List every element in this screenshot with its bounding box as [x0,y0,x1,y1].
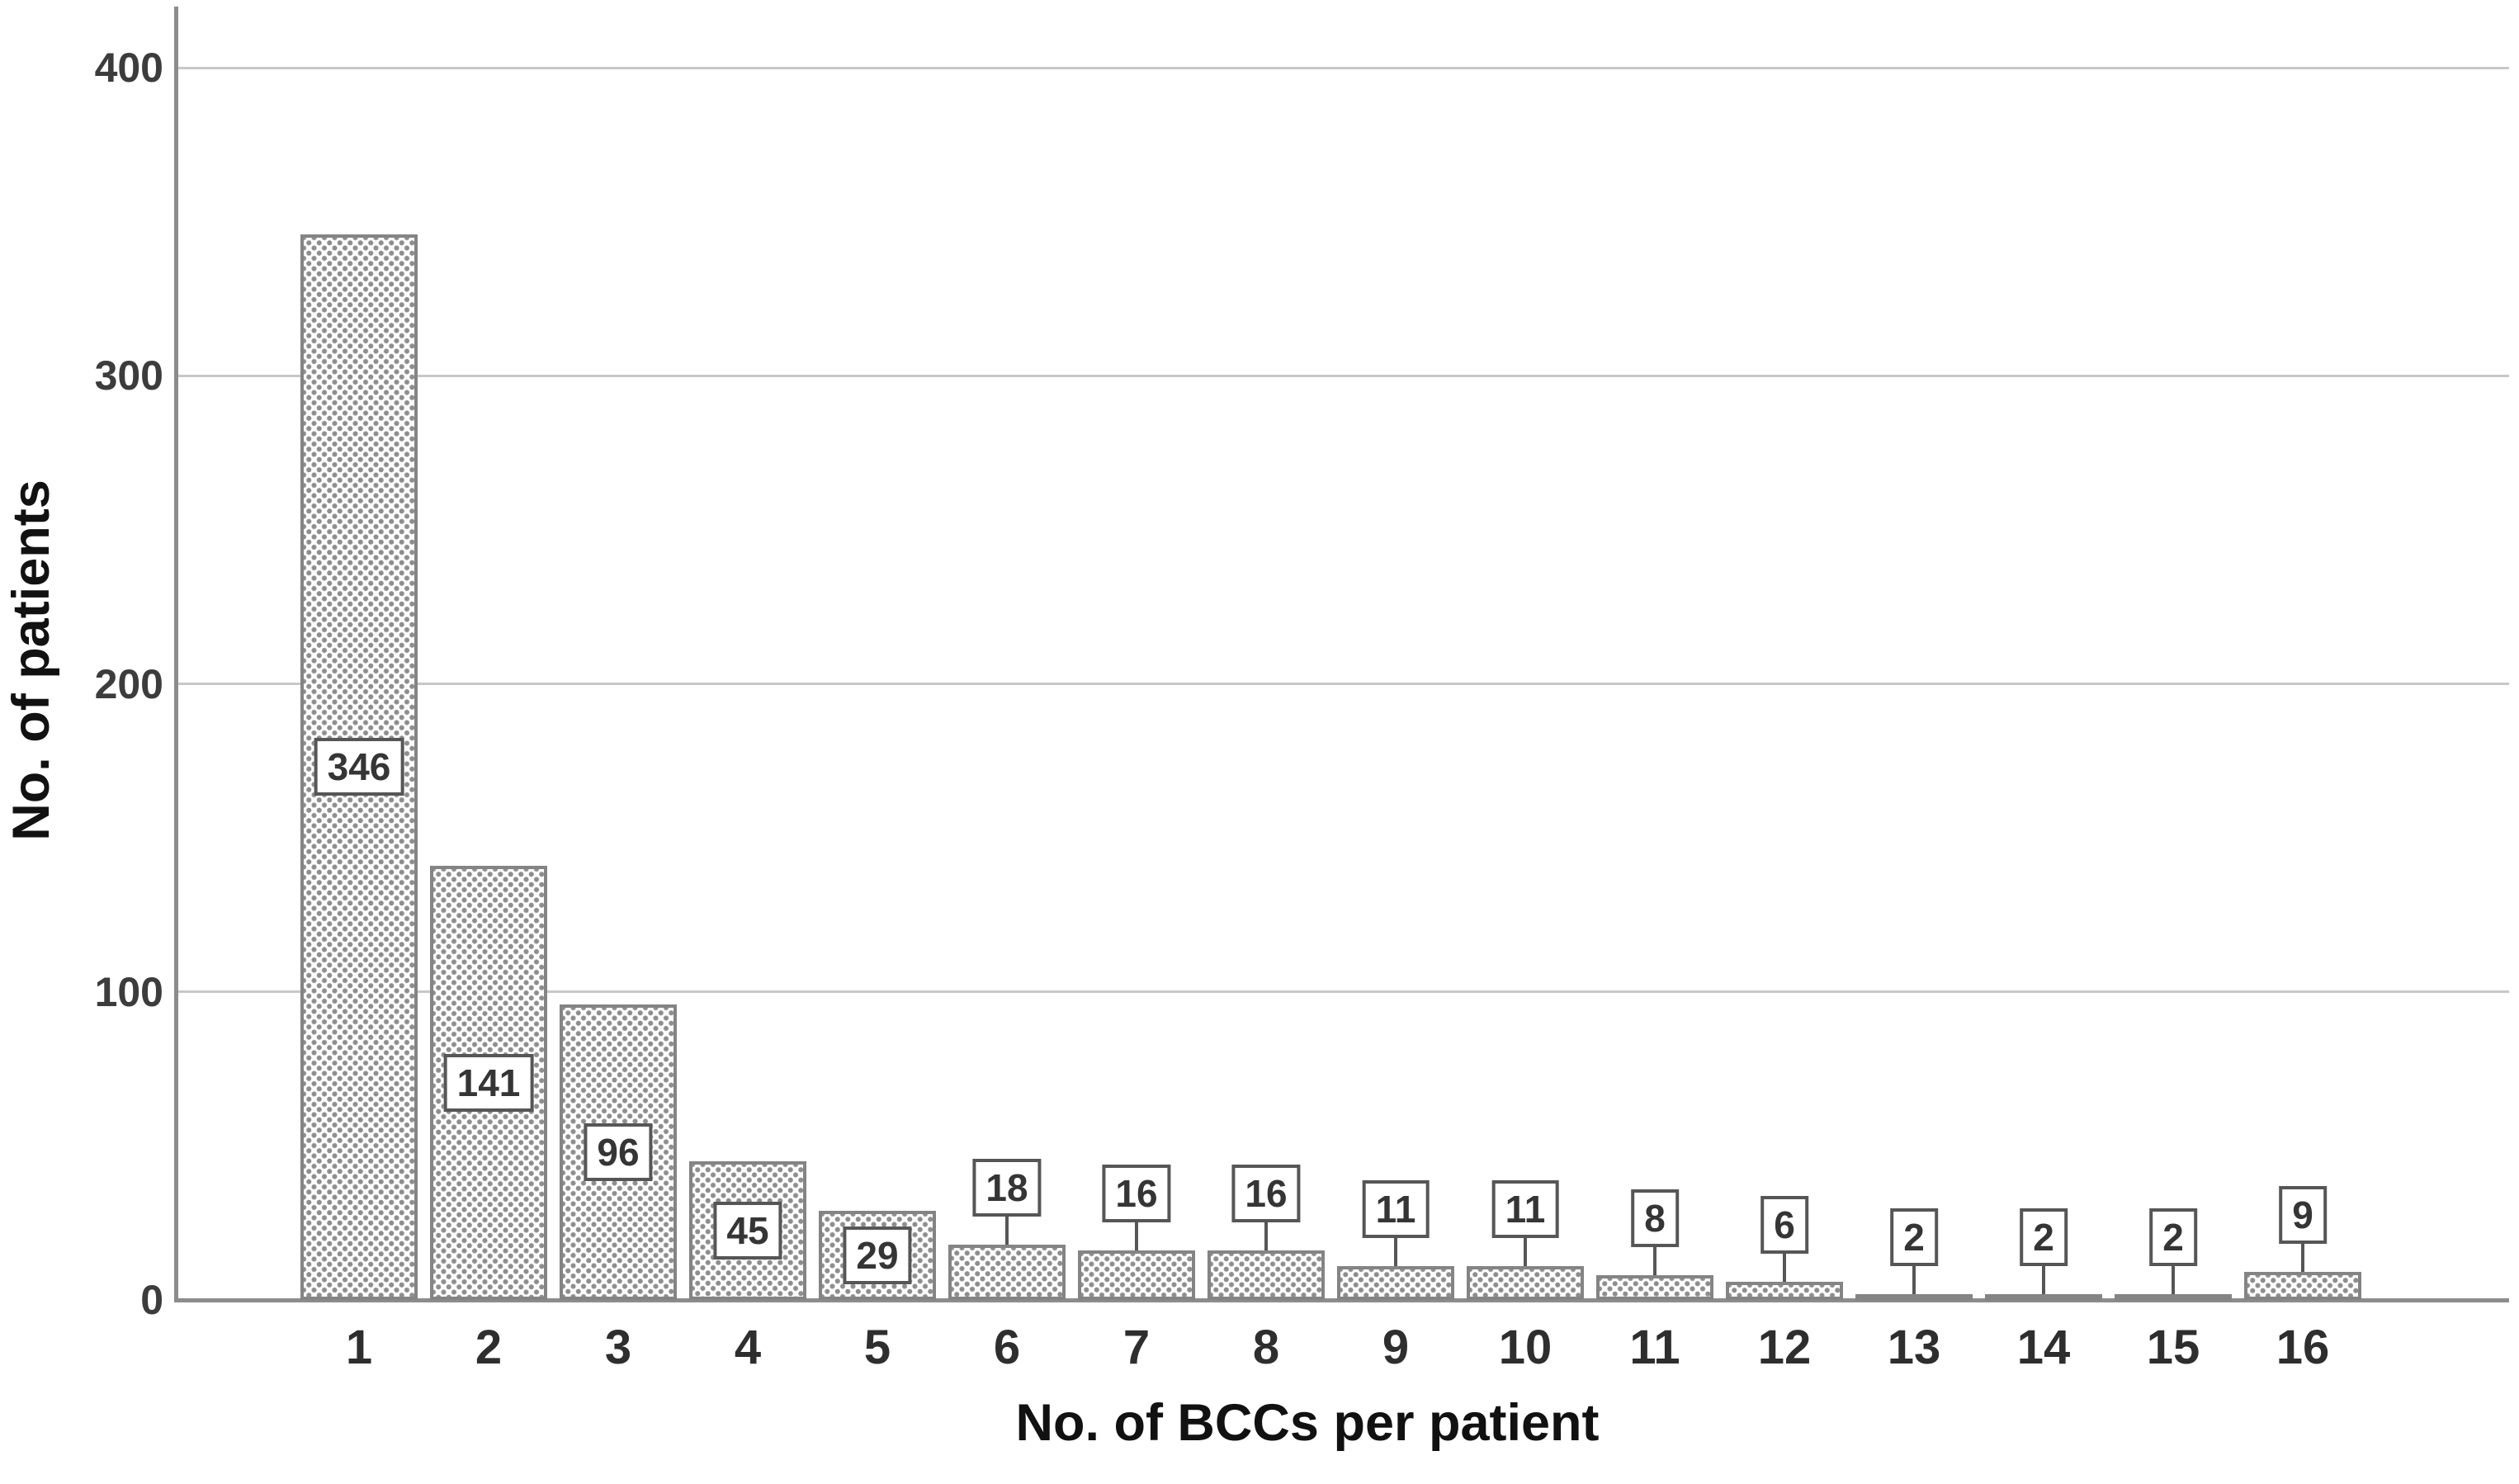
y-axis-line [174,7,178,1302]
bar-value-label: 141 [443,1053,534,1112]
callout-connector-line [1135,1222,1138,1251]
x-tick-label: 5 [863,1321,891,1374]
bar-value-label: 11 [1362,1179,1430,1238]
y-tick-label: 400 [94,45,163,91]
y-gridline [176,374,2509,377]
callout-connector-line [1912,1265,1916,1294]
x-tick-label: 13 [1887,1321,1941,1374]
x-tick-label: 2 [475,1321,503,1374]
bar [1208,1250,1325,1300]
bar-value-label: 16 [1102,1165,1171,1223]
bar-value-label: 8 [1631,1189,1679,1248]
bar [1985,1293,2102,1301]
bar-value-label: 2 [2020,1208,2068,1266]
x-tick-label: 8 [1252,1321,1280,1374]
x-tick-label: 16 [2276,1321,2330,1374]
bar [948,1244,1066,1300]
callout-connector-line [1394,1237,1397,1266]
x-tick-label: 11 [1629,1321,1680,1374]
y-tick-label: 200 [94,660,163,707]
x-tick-label: 10 [1498,1321,1553,1374]
callout-connector-line [1653,1247,1656,1276]
x-tick-label: 3 [604,1321,632,1374]
bar-value-label: 29 [843,1226,912,1284]
bar-value-label: 2 [2149,1208,2197,1266]
callout-connector-line [1524,1237,1527,1266]
callout-connector-line [1005,1216,1009,1245]
bar [1855,1293,1973,1301]
callout-connector-line [2301,1244,2304,1273]
y-gridline [176,990,2509,994]
bar-value-label: 16 [1231,1165,1301,1223]
bar-value-label: 2 [1890,1208,1938,1266]
x-tick-label: 14 [2016,1321,2071,1374]
bar [1337,1265,1454,1300]
callout-connector-line [1264,1222,1268,1251]
bar [560,1004,677,1300]
bar [1726,1281,1843,1300]
bar [2244,1272,2361,1300]
x-tick-label: 7 [1122,1321,1151,1374]
y-gridline [176,66,2509,69]
x-tick-label: 12 [1757,1321,1812,1374]
bar [1467,1265,1584,1300]
bar-value-label: 6 [1760,1195,1808,1254]
callout-connector-line [2042,1265,2045,1294]
bar-value-label: 9 [2279,1186,2327,1245]
callout-connector-line [1783,1253,1786,1282]
y-tick-label: 0 [140,1277,163,1323]
bar-value-label: 11 [1491,1179,1559,1238]
bar [1596,1275,1713,1300]
x-tick-label: 15 [2146,1321,2200,1374]
callout-connector-line [2172,1265,2175,1294]
bar-value-label: 346 [314,738,404,796]
x-tick-label: 9 [1382,1321,1410,1374]
y-tick-label: 300 [94,352,163,399]
bar [2115,1293,2232,1301]
y-gridline [176,683,2509,685]
bar-value-label: 45 [713,1202,782,1260]
x-axis-line [174,1298,2509,1302]
bar-value-label: 18 [972,1158,1042,1217]
x-tick-label: 4 [734,1321,762,1374]
x-tick-label: 1 [345,1321,373,1374]
x-tick-label: 6 [993,1321,1021,1374]
bar [1078,1250,1195,1300]
y-tick-label: 100 [94,968,163,1015]
x-axis-title: No. of BCCs per patient [1015,1394,1600,1452]
bar-value-label: 96 [584,1122,653,1181]
